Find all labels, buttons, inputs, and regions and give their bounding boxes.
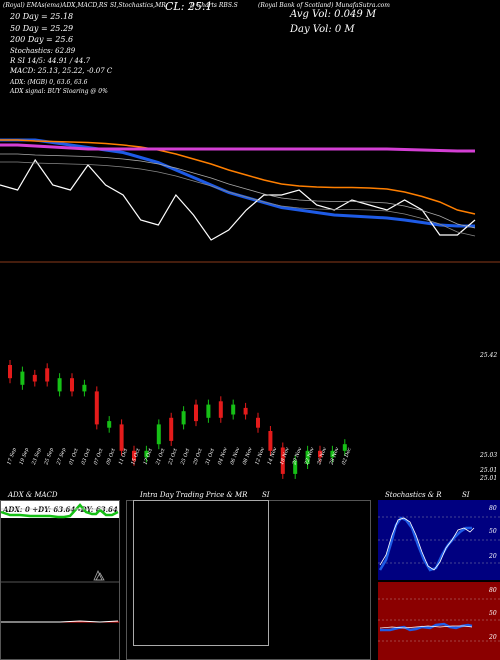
date-label: 04 Nov: [217, 446, 229, 465]
date-label: 17 Sep: [6, 446, 18, 465]
candle-body: [268, 431, 273, 451]
price-axis-label-2: 25.03: [480, 452, 498, 459]
ema-lines-group: [0, 138, 476, 241]
candle-body: [20, 371, 25, 385]
rsi-level-20: 20: [489, 634, 497, 641]
candle-body: [181, 411, 186, 425]
macd-line: [1, 620, 119, 623]
date-label: 06 Nov: [229, 446, 241, 465]
date-label: 15 Oct: [130, 447, 142, 466]
candle-body: [144, 450, 149, 458]
candle-body: [305, 450, 310, 464]
candles-group: [8, 360, 347, 479]
date-label: 17 Oct: [143, 447, 155, 466]
rsi-level-50: 50: [489, 610, 497, 617]
candle-body: [132, 450, 136, 461]
price-axis-label-1: 25.42: [480, 352, 498, 359]
candle-body: [293, 460, 298, 474]
candle-body: [70, 378, 74, 392]
ema20-label: 20 Day = 25.18: [10, 12, 74, 21]
ema-band-line: [0, 153, 476, 229]
candle-body: [342, 444, 347, 451]
stoch-panel-title: Stochastics & R: [385, 491, 442, 499]
date-label: 12 Nov: [254, 446, 266, 465]
candle-chart: 17 Sep 19 Sep 23 Sep 25 Sep 27 Sep 01 Oct 03 O…: [6, 360, 353, 479]
candle-body: [256, 417, 260, 428]
adx-line: [0, 503, 119, 519]
stoch-level-80: 80: [489, 505, 497, 512]
header-chart-name: I) Charts RBS.S: [190, 2, 238, 9]
mr-inner-box: [133, 500, 269, 646]
rsi-signal-line: [379, 625, 473, 629]
adx-readout: ADX: 0 +DY: 63.64 -DY: 63.64: [3, 505, 118, 514]
candle-body: [107, 421, 112, 428]
candle-body: [156, 424, 161, 445]
price-line: [0, 158, 476, 241]
mr-panel-title: Intra Day Trading Price & MR: [140, 491, 248, 499]
price-axis-label-3: 25.01: [480, 467, 498, 474]
stoch-panel-title-si: SI: [462, 491, 470, 499]
ema200-line: [0, 143, 475, 153]
ema50-label: 50 Day = 25.29: [10, 24, 74, 33]
rsi-level-80: 80: [489, 587, 497, 594]
candle-body: [45, 368, 50, 382]
candle-body: [94, 391, 99, 425]
stoch-d-line: [379, 517, 475, 571]
stoch-k-line: [378, 516, 472, 572]
ema50-line: [0, 139, 476, 215]
date-label: 31 Oct: [205, 447, 217, 466]
candle-body: [194, 404, 198, 422]
adx-triangle-2: [95, 572, 105, 581]
candle-body: [243, 407, 248, 415]
date-label: 08 Nov: [242, 446, 254, 465]
rsi-label: R SI 14/5: 44.91 / 44.7: [10, 57, 91, 65]
candle-body: [206, 404, 211, 418]
date-label: 19 Sep: [19, 446, 31, 465]
ema20-line: [0, 138, 475, 228]
candle-body: [280, 447, 285, 474]
date-label: 11 Oct: [118, 447, 130, 466]
stoch-level-20: 20: [489, 553, 497, 560]
date-label: 02 Dec: [341, 447, 353, 466]
ema-chart: [0, 138, 500, 263]
adx-label: ADX: (MGB) 0, 63.6, 63.6: [10, 79, 88, 86]
candle-body: [231, 404, 236, 415]
candle-body: [57, 378, 62, 392]
header-company: (Royal Bank of Scotland) MunafaSutra.com: [258, 2, 390, 9]
candle-body: [218, 401, 223, 418]
ema-band-line: [0, 161, 476, 237]
header-title-left: (Royal) EMAs(ema)ADX,MACD,RS: [3, 2, 108, 9]
adx-panel-title: ADX & MACD: [8, 491, 58, 499]
header-title-mid: SI,Stochastics,MR: [110, 2, 166, 9]
day-vol-label: Day Vol: 0 M: [290, 24, 355, 35]
date-label: 03 Oct: [81, 447, 93, 466]
candle-body: [119, 424, 124, 451]
mr-panel-title-si: SI: [262, 491, 270, 499]
date-label: 14 Nov: [267, 446, 279, 465]
stochastics-label: Stochastics: 62.89: [10, 47, 76, 55]
close-price-label: CL: 25.1: [165, 0, 213, 13]
date-label: 18 Nov: [279, 446, 291, 465]
candle-body: [8, 365, 12, 379]
date-label: 01 Oct: [68, 447, 80, 466]
rsi-panel: [378, 582, 500, 660]
date-label: 07 Oct: [93, 447, 105, 466]
candle-body: [330, 450, 335, 458]
candle-body: [318, 450, 322, 458]
adx-signal-label: ADX signal: BUY Sloaring @ 0%: [10, 88, 108, 95]
macd-label: MACD: 25.13, 25.22, -0.07 C: [10, 67, 113, 75]
ema200-label: 200 Day = 25.6: [10, 35, 74, 44]
price-axis-label-4: 25.01: [480, 475, 498, 482]
stoch-level-50: 50: [489, 528, 497, 535]
date-label: 09 Oct: [105, 447, 117, 466]
candle-body: [82, 384, 87, 392]
candle-body: [169, 417, 174, 441]
avg-vol-label: Avg Vol: 0.049 M: [290, 9, 377, 20]
candle-body: [32, 374, 37, 382]
